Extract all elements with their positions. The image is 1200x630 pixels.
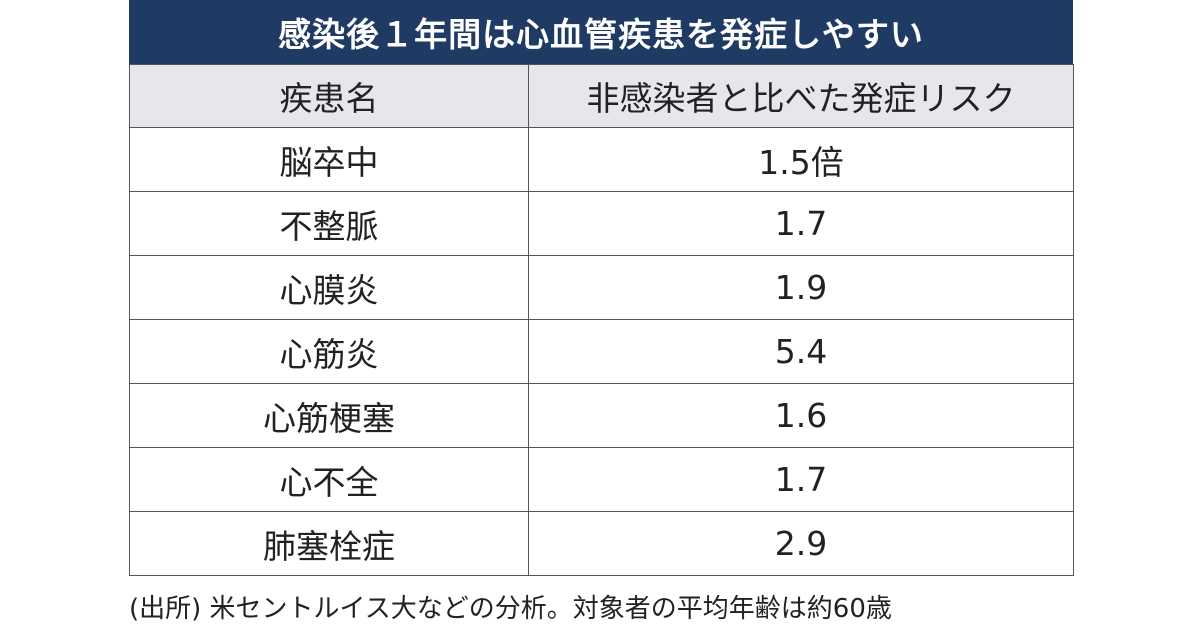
- risk-cell: 1.6: [528, 383, 1074, 448]
- header-row: 疾患名 非感染者と比べた発症リスク: [129, 64, 1074, 128]
- risk-cell: 1.7: [528, 191, 1074, 256]
- table-row: 心膜炎 1.9: [129, 255, 1074, 320]
- disease-cell: 心膜炎: [129, 255, 529, 320]
- disease-cell: 心筋炎: [129, 319, 529, 384]
- disease-cell: 不整脈: [129, 191, 529, 256]
- risk-cell: 1.9: [528, 255, 1074, 320]
- table-row: 肺塞栓症 2.9: [129, 511, 1074, 576]
- table-title: 感染後１年間は心血管疾患を発症しやすい: [129, 0, 1073, 64]
- source-footnote: (出所) 米セントルイス大などの分析。対象者の平均年齢は約60歳: [129, 594, 892, 624]
- table-row: 心不全 1.7: [129, 447, 1074, 512]
- table-row: 脳卒中 1.5倍: [129, 127, 1074, 192]
- disease-cell: 肺塞栓症: [129, 511, 529, 576]
- risk-cell: 1.7: [528, 447, 1074, 512]
- risk-table-figure: 感染後１年間は心血管疾患を発症しやすい 疾患名 非感染者と比べた発症リスク 脳卒…: [129, 0, 1074, 576]
- risk-cell: 5.4: [528, 319, 1074, 384]
- header-risk: 非感染者と比べた発症リスク: [528, 64, 1074, 128]
- disease-cell: 脳卒中: [129, 127, 529, 192]
- risk-cell: 2.9: [528, 511, 1074, 576]
- disease-cell: 心筋梗塞: [129, 383, 529, 448]
- table-row: 不整脈 1.7: [129, 191, 1074, 256]
- risk-table: 疾患名 非感染者と比べた発症リスク 脳卒中 1.5倍 不整脈 1.7 心膜炎 1…: [129, 64, 1074, 576]
- disease-cell: 心不全: [129, 447, 529, 512]
- table-row: 心筋梗塞 1.6: [129, 383, 1074, 448]
- risk-cell: 1.5倍: [528, 127, 1074, 192]
- header-disease-name: 疾患名: [129, 64, 529, 128]
- table-row: 心筋炎 5.4: [129, 319, 1074, 384]
